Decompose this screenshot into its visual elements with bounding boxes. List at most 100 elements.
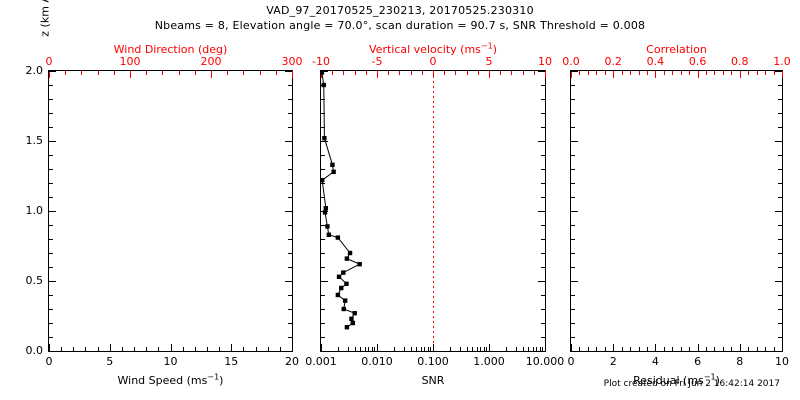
axis-tick <box>288 127 292 128</box>
axis-tick <box>374 347 375 351</box>
axis-tick <box>288 239 292 240</box>
axis-tick <box>622 71 623 75</box>
axis-tick <box>571 71 572 78</box>
axis-tick <box>538 211 545 212</box>
axis-tick <box>655 71 656 78</box>
axis-tick <box>146 71 147 75</box>
axis-tick <box>706 71 707 75</box>
axis-tick <box>207 347 208 351</box>
axis-tick <box>49 323 53 324</box>
axis-tick <box>541 197 545 198</box>
axis-tick <box>664 71 665 75</box>
axis-tick <box>343 71 344 75</box>
axis-tick <box>49 344 50 351</box>
axis-tick <box>571 211 578 212</box>
axis-tick <box>288 85 292 86</box>
axis-tick <box>622 347 623 351</box>
snr-data-point <box>326 232 332 237</box>
snr-data-point <box>322 136 327 141</box>
axis-tick <box>49 281 56 282</box>
axis-tick <box>285 211 292 212</box>
axis-tick <box>49 197 53 198</box>
axis-tick <box>588 71 589 75</box>
snr-data-point <box>341 270 346 275</box>
axis-tick <box>778 267 782 268</box>
axis-tick <box>49 295 53 296</box>
axis-tick <box>288 253 292 254</box>
axis-tick-label: 6 <box>694 355 702 368</box>
axis-tick <box>489 71 490 78</box>
axis-tick <box>81 71 82 75</box>
axis-tick <box>285 71 292 72</box>
axis-tick <box>740 344 741 351</box>
axis-tick <box>571 239 575 240</box>
axis-tick <box>782 344 783 351</box>
axis-tick <box>268 347 269 351</box>
axis-tick <box>774 347 775 351</box>
axis-tick <box>421 347 422 351</box>
axis-tick-label: 0.4 <box>646 55 665 68</box>
axis-tick <box>782 71 783 78</box>
axis-tick <box>321 323 325 324</box>
axis-tick <box>596 71 597 75</box>
axis-tick <box>478 71 479 75</box>
axis-tick <box>613 71 614 78</box>
plot-subtitle: Nbeams = 8, Elevation angle = 70.0°, sca… <box>154 19 646 32</box>
axis-tick <box>321 99 325 100</box>
axis-tick <box>195 71 196 75</box>
axis-tick-label: 0.0 <box>562 55 580 68</box>
axis-tick <box>571 113 575 114</box>
axis-tick <box>541 169 545 170</box>
snr-data-point <box>357 262 362 267</box>
axis-tick <box>778 309 782 310</box>
axis-tick <box>538 351 545 352</box>
axis-tick <box>506 347 507 351</box>
axis-tick <box>757 347 758 351</box>
axis-tick <box>171 344 172 351</box>
axis-tick <box>288 169 292 170</box>
axis-tick <box>98 71 99 75</box>
axis-tick <box>321 127 325 128</box>
axis-tick <box>605 71 606 75</box>
axis-tick-label: 1.0 <box>773 55 791 68</box>
snr-data-point <box>330 162 335 167</box>
axis-tick <box>321 155 325 156</box>
axis-tick <box>321 281 328 282</box>
axis-tick-label: 0.010 <box>361 355 393 368</box>
axis-tick <box>49 309 53 310</box>
vertical-velocity-zero-line <box>433 71 434 351</box>
snr-data-point <box>336 274 342 279</box>
axis-tick <box>639 71 640 75</box>
axis-tick <box>516 347 517 351</box>
axis-tick <box>540 347 541 351</box>
axis-tick <box>639 347 640 351</box>
axis-tick <box>541 267 545 268</box>
y-axis-tick-label: 0.0 <box>25 344 44 357</box>
snr-data-point <box>323 206 329 211</box>
axis-tick <box>404 347 405 351</box>
axis-tick <box>778 253 782 254</box>
axis-tick-label: 0.8 <box>731 55 749 68</box>
axis-tick-label: 4 <box>651 355 659 368</box>
axis-tick-label: -5 <box>371 55 383 68</box>
axis-tick <box>775 71 782 72</box>
axis-tick-label: 0.100 <box>417 355 449 368</box>
axis-tick-label: -10 <box>312 55 330 68</box>
snr-data-point <box>342 298 348 303</box>
axis-tick <box>523 71 524 75</box>
axis-tick <box>365 347 366 351</box>
snr-data-point <box>344 325 350 330</box>
axis-tick <box>368 347 369 351</box>
axis-tick <box>411 71 412 75</box>
axis-tick <box>630 71 631 75</box>
axis-tick <box>613 344 614 351</box>
axis-tick <box>338 347 339 351</box>
axis-tick <box>541 155 545 156</box>
axis-tick <box>366 71 367 75</box>
snr-data-point <box>325 224 330 229</box>
axis-tick <box>61 347 62 351</box>
axis-tick <box>321 295 325 296</box>
axis-tick <box>472 347 473 351</box>
snr-data-point <box>350 320 356 326</box>
axis-tick <box>731 71 732 75</box>
